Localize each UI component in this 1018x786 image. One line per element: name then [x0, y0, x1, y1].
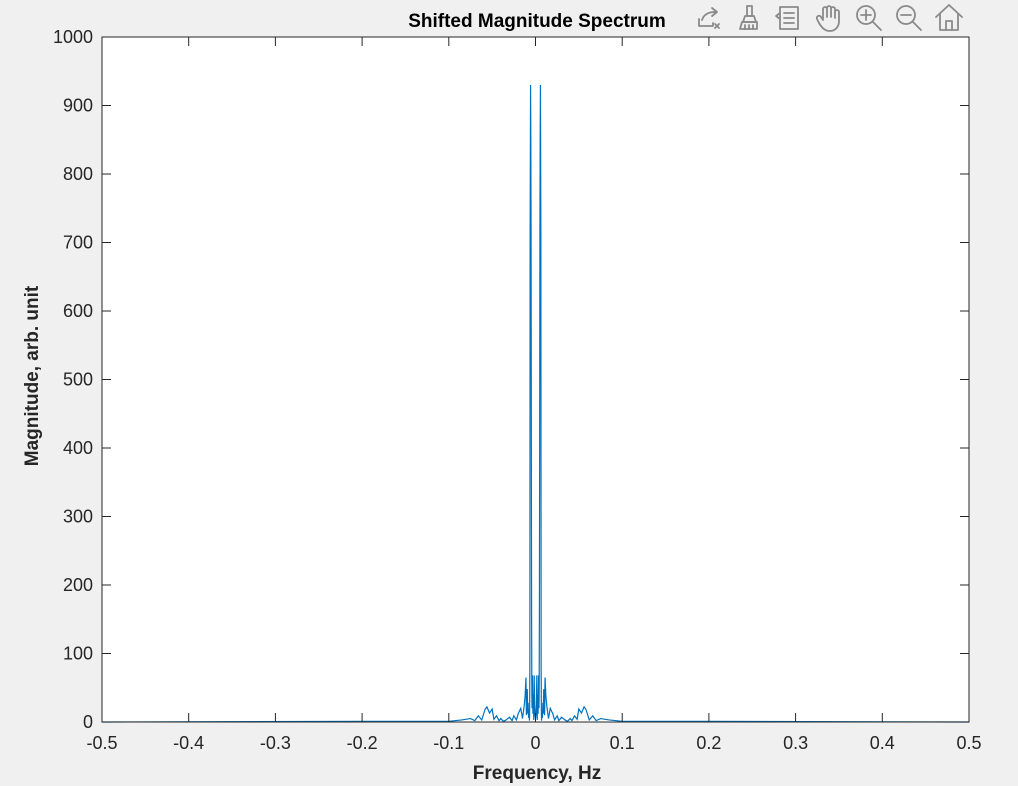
y-tick-label: 500 [63, 370, 93, 390]
x-tick-label: 0.3 [783, 733, 808, 753]
tick-labels: -0.5 -0.4 -0.3 -0.2 -0.1 0 0.1 0.2 0.3 0.4 0.5 0 100… [53, 27, 982, 753]
x-tick-label: 0.1 [610, 733, 635, 753]
y-tick-label: 900 [63, 96, 93, 116]
data-tips-button[interactable] [770, 1, 808, 35]
export-button[interactable] [690, 1, 728, 35]
export-icon [698, 7, 720, 29]
y-tick-label: 800 [63, 164, 93, 184]
x-tick-label: -0.1 [433, 733, 464, 753]
axes-toolbar [690, 0, 968, 36]
y-tick-label: 100 [63, 644, 93, 664]
y-tick-label: 300 [63, 507, 93, 527]
zoom-in-button[interactable] [850, 1, 888, 35]
x-tick-label: 0 [530, 733, 540, 753]
y-tick-label: 600 [63, 301, 93, 321]
x-axis-label: Frequency, Hz [473, 763, 601, 784]
x-tick-label: 0.5 [956, 733, 981, 753]
home-button[interactable] [930, 1, 968, 35]
y-tick-label: 700 [63, 233, 93, 253]
axes-box [101, 36, 970, 723]
y-tick-label: 200 [63, 575, 93, 595]
x-tick-label: -0.5 [86, 733, 117, 753]
x-tick-label: -0.4 [173, 733, 204, 753]
chart-title: Shifted Magnitude Spectrum [408, 11, 666, 32]
y-tick-label: 1000 [53, 27, 93, 47]
y-axis-label: Magnitude, arb. unit [22, 285, 43, 466]
x-tick-label: 0.2 [696, 733, 721, 753]
plot-area [102, 37, 969, 722]
zoom-in-icon [856, 5, 882, 31]
data-tips-icon [775, 6, 799, 30]
brush-icon [739, 5, 758, 30]
home-icon [935, 4, 963, 31]
pan-hand-icon [815, 5, 840, 32]
x-tick-label: -0.3 [260, 733, 291, 753]
x-tick-label: -0.2 [347, 733, 378, 753]
pan-button[interactable] [810, 1, 848, 35]
x-tick-label: 0.4 [870, 733, 895, 753]
y-tick-label: 0 [83, 712, 93, 732]
zoom-out-button[interactable] [890, 1, 928, 35]
zoom-out-icon [896, 5, 922, 31]
brush-button[interactable] [730, 1, 768, 35]
y-tick-label: 400 [63, 438, 93, 458]
